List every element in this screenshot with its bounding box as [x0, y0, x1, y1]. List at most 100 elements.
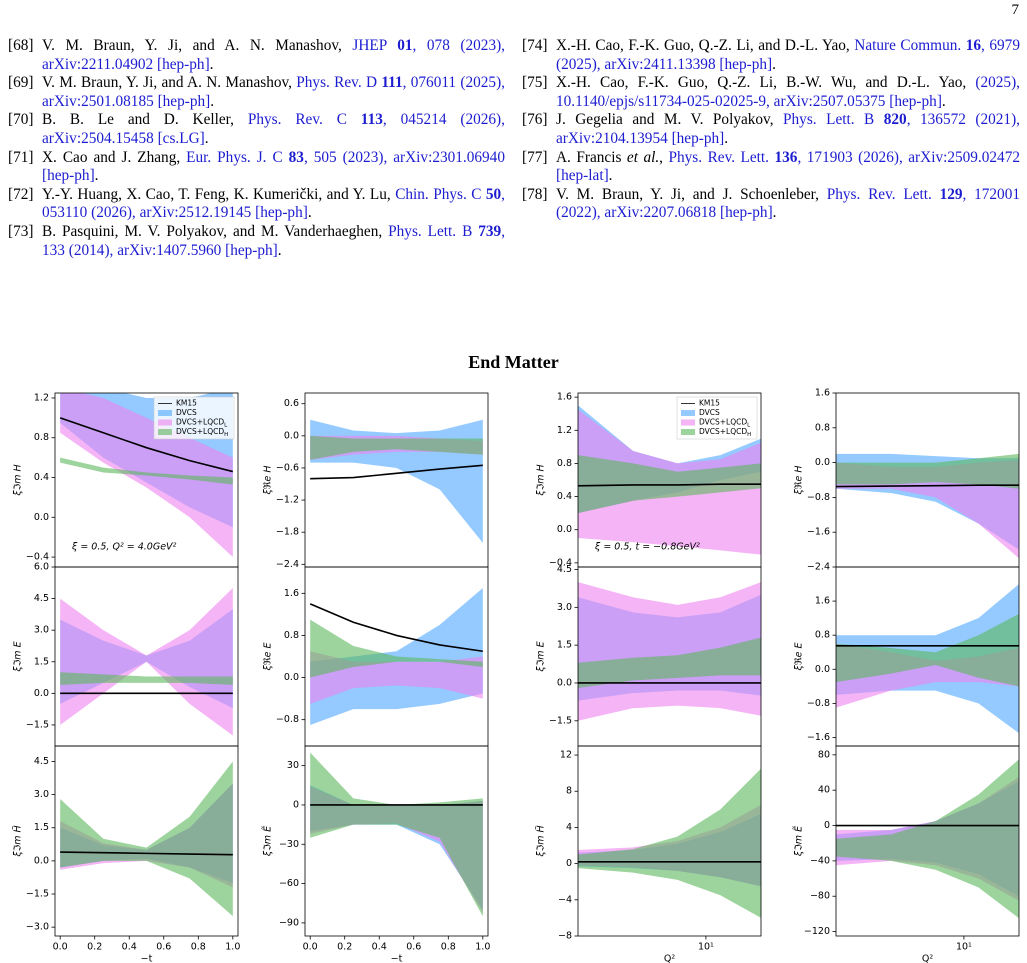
reference-link[interactable]: 50 — [485, 185, 502, 203]
plot-area — [578, 405, 761, 555]
y-tick-label: −1.6 — [807, 527, 830, 538]
reference: [74] X.-H. Cao, F.-K. Guo, Q.-Z. Li, and … — [522, 37, 1020, 74]
reference-link[interactable]: Phys. Rev. D — [296, 74, 382, 92]
x-axis-label: Q² — [922, 954, 933, 963]
plot-area — [310, 419, 483, 543]
y-tick-label: 3.0 — [557, 602, 572, 613]
line — [59, 417, 234, 473]
reference-label: [78] — [522, 185, 548, 203]
x-tick-label: 0.6 — [406, 942, 421, 953]
reference-link[interactable]: , 6979 (2025), arXiv:2411.13398 [hep-ph] — [556, 37, 1020, 73]
y-axis-label: ξℑm H̃ — [12, 825, 24, 857]
band — [310, 752, 483, 917]
band — [60, 588, 233, 736]
reference-link[interactable]: 739 — [478, 222, 502, 240]
y-tick-label: −60 — [279, 878, 299, 889]
x-axis-label: Q² — [664, 954, 675, 963]
reference-text: . — [209, 55, 214, 73]
reference-link[interactable]: 01 — [397, 37, 413, 54]
reference-link[interactable]: 136 — [774, 148, 798, 166]
band — [836, 613, 1019, 687]
y-tick-label: 0.0 — [557, 524, 572, 535]
legend-label-text: DVCS+LQCD — [176, 427, 224, 436]
y-tick-label: 0.8 — [34, 432, 49, 443]
band — [578, 637, 761, 689]
plot-area — [836, 584, 1019, 734]
x-tick-label: 0.8 — [441, 942, 456, 953]
reference-label: [76] — [522, 111, 548, 129]
y-axis-label: ξℑm H̃ — [535, 825, 547, 857]
y-tick-label: 0.0 — [815, 664, 830, 675]
y-tick-label: 0.8 — [284, 630, 299, 641]
reference-link[interactable]: , 172001 (2022), arXiv:2207.06818 [hep-p… — [556, 185, 1020, 222]
x-tick-label: 10¹ — [956, 942, 972, 953]
reference-text: X. Cao and J. Zhang, — [42, 148, 187, 166]
band — [310, 435, 483, 460]
x-tick-label: 0.4 — [122, 942, 137, 953]
legend-label-sub: H — [747, 432, 751, 438]
reference-link[interactable]: Phys. Lett. B — [783, 111, 884, 129]
reference-link[interactable]: , 136572 (2021), arXiv:2104.13954 [hep-p… — [556, 111, 1020, 147]
y-tick-label: 12 — [560, 750, 572, 761]
y-tick-label: 3.0 — [34, 625, 49, 636]
legend-swatch — [681, 410, 695, 416]
reference-link[interactable]: Phys. Lett. B — [388, 222, 479, 240]
plot-area — [60, 761, 233, 917]
legend-label: DVCS+LQCDH — [699, 427, 751, 438]
legend-label-sub: L — [224, 422, 228, 428]
reference-link[interactable]: Eur. Phys. J. C — [186, 148, 289, 166]
annotation: ξ = 0.5, t = −0.8GeV² — [594, 542, 700, 553]
reference-link[interactable]: Phys. Rev. Lett. — [826, 185, 940, 203]
y-tick-label: −0.8 — [276, 714, 299, 725]
line — [578, 483, 761, 487]
band — [578, 455, 761, 514]
reference-link[interactable]: 83 — [288, 148, 304, 166]
x-tick-label: 1.0 — [225, 942, 240, 953]
reference-link[interactable]: Phys. Rev. C — [247, 111, 361, 129]
legend-label-text: DVCS — [699, 408, 720, 417]
reference-text: . — [307, 204, 312, 222]
reference-link[interactable]: , 078 (2023), arXiv:2211.04902 [hep-ph] — [42, 37, 506, 73]
reference-link[interactable]: , 133 (2014), arXiv:1407.5960 [hep-ph] — [42, 222, 506, 259]
band — [836, 759, 1019, 919]
y-axis-label: ξℑm H — [13, 464, 24, 496]
y-tick-label: 0.8 — [557, 458, 572, 469]
reference-link[interactable]: 820 — [883, 111, 907, 129]
section-title: End Matter — [468, 352, 559, 372]
legend-label-sub: H — [224, 432, 228, 438]
reference-link[interactable]: , 171903 (2026), arXiv:2509.02472 [hep-l… — [556, 148, 1020, 185]
reference-link[interactable]: Nature Commun. — [854, 37, 966, 54]
x-tick-label: 10¹ — [698, 942, 714, 953]
reference-link[interactable]: , 505 (2023), arXiv:2301.06940 [hep-ph] — [42, 148, 505, 185]
reference-link[interactable]: JHEP — [352, 37, 398, 54]
reference: [71] X. Cao and J. Zhang, Eur. Phys. J. C… — [8, 149, 505, 186]
reference-link[interactable]: 129 — [939, 185, 963, 203]
y-tick-label: −1.2 — [276, 495, 299, 506]
reference-link[interactable]: 111 — [381, 74, 403, 92]
reference-text: B. Pasquini, M. V. Polyakov, and M. Vand… — [42, 222, 389, 240]
y-tick-label: 1.2 — [557, 425, 572, 436]
legend-swatch — [158, 419, 172, 426]
y-tick-label: 0.0 — [815, 457, 830, 468]
reference-text: , — [659, 148, 669, 166]
reference-link[interactable]: 16 — [965, 37, 982, 54]
reference-link[interactable]: Chin. Phys. C — [395, 185, 486, 203]
reference-link[interactable]: 113 — [360, 111, 383, 129]
reference-link[interactable]: (2025), 10.1140/epjs/s11734-025-02025-9,… — [556, 74, 1020, 110]
reference-text: . — [277, 241, 282, 259]
y-tick-label: 8 — [566, 786, 572, 797]
reference: [75] X.-H. Cao, F.-K. Guo, Q.-Z. Li, B.-W… — [522, 74, 1020, 111]
reference-text: . — [94, 167, 99, 185]
y-tick-label: −0.4 — [549, 557, 572, 568]
reference-link[interactable]: Phys. Rev. Lett. — [668, 148, 775, 166]
band — [836, 453, 1019, 489]
reference-link[interactable]: , 076011 (2025), arXiv:2501.08185 [hep-p… — [42, 74, 505, 110]
reference-link[interactable]: , 053110 (2026), arXiv:2512.19145 [hep-p… — [42, 185, 505, 222]
reference-label: [68] — [8, 37, 34, 54]
y-axis-label: ξℜe E — [794, 643, 805, 672]
reference-link[interactable]: , 045214 (2026), arXiv:2504.15458 [cs.LG… — [42, 111, 505, 147]
reference-text: J. Gegelia and M. V. Polyakov, — [556, 111, 784, 129]
y-tick-label: −2.4 — [276, 559, 299, 570]
line — [310, 464, 483, 480]
legend-label: DVCS — [699, 408, 720, 417]
